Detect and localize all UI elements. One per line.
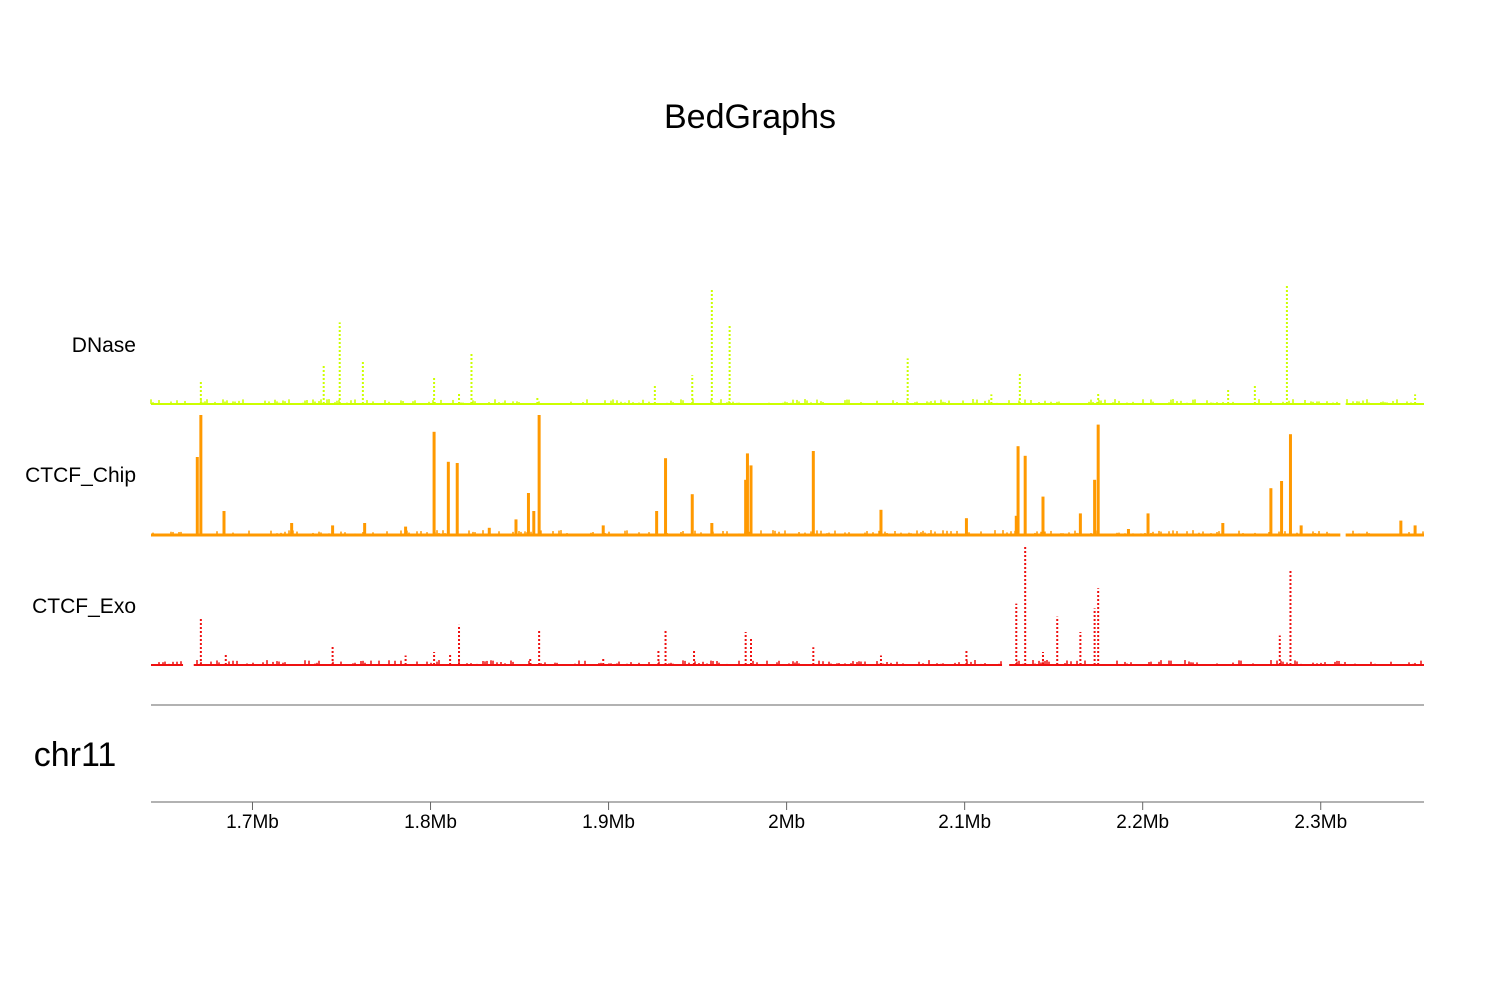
ctcf-chip-peak xyxy=(749,465,753,535)
ctcf-chip-peak xyxy=(222,511,226,535)
ctcf-chip-peak xyxy=(455,463,459,535)
ctcf-chip-peak xyxy=(1280,481,1284,535)
ctcf-chip-peak xyxy=(532,511,536,535)
ctcf-chip-peak xyxy=(811,451,815,535)
x-tick-label: 2.2Mb xyxy=(1116,812,1169,833)
ctcf-chip-peak xyxy=(879,509,883,535)
ctcf-chip-peak xyxy=(1014,515,1018,535)
chart-title: BedGraphs xyxy=(664,98,836,136)
ctcf-chip-peak xyxy=(655,511,659,535)
ctcf-chip-peak xyxy=(1126,529,1130,535)
ctcf-chip-peak xyxy=(690,494,694,535)
ctcf-chip-peak xyxy=(487,527,491,535)
x-tick-label: 1.7Mb xyxy=(226,812,279,833)
x-tick-label: 1.9Mb xyxy=(582,812,635,833)
ctcf-chip-peak xyxy=(1221,523,1225,535)
ctcf-chip-peak xyxy=(404,526,408,535)
ctcf-chip-peak xyxy=(331,525,335,535)
ctcf-chip-peak xyxy=(1016,446,1020,535)
track-ctcf-chip xyxy=(151,415,1424,537)
ctcf-chip-peak xyxy=(1093,479,1097,535)
ctcf-chip-peak xyxy=(964,518,968,535)
ctcf-chip-peak xyxy=(290,523,294,535)
track-label-ctcf-chip: CTCF_Chip xyxy=(25,464,136,487)
ctcf-chip-peak xyxy=(1096,424,1100,535)
ctcf-chip-peak xyxy=(446,461,450,535)
ctcf-chip-peak xyxy=(710,523,714,535)
ctcf-chip-peak xyxy=(514,519,518,535)
ctcf-chip-peak xyxy=(195,457,199,535)
ctcf-chip-peak xyxy=(432,431,436,535)
ctcf-chip-peak xyxy=(1041,496,1045,535)
ctcf-chip-peak xyxy=(363,523,367,535)
ctcf-chip-peak xyxy=(1413,525,1417,535)
ctcf-chip-peak xyxy=(1269,488,1273,535)
ctcf-chip-peak xyxy=(1399,520,1403,535)
ctcf-chip-peak xyxy=(199,415,203,535)
x-tick-label: 2.3Mb xyxy=(1294,812,1347,833)
ctcf-chip-peak xyxy=(744,479,748,535)
ctcf-chip-peak xyxy=(526,493,530,535)
ctcf-chip-peak xyxy=(1023,455,1027,535)
ctcf-chip-peak xyxy=(1078,513,1082,535)
track-ctcf-exo xyxy=(151,547,1424,666)
x-axis-ticks: 1.7Mb 1.8Mb 1.9Mb 2Mb 2.1Mb 2.2Mb 2.3Mb xyxy=(226,802,1347,833)
track-label-ctcf-exo: CTCF_Exo xyxy=(32,595,136,618)
x-tick-label: 1.8Mb xyxy=(404,812,457,833)
x-tick-label: 2.1Mb xyxy=(938,812,991,833)
ctcf-chip-peak xyxy=(1288,434,1292,535)
chromosome-label: chr11 xyxy=(34,736,117,774)
x-tick-label: 2Mb xyxy=(768,812,805,833)
ctcf-chip-peak xyxy=(664,458,668,535)
ctcf-chip-peak xyxy=(537,415,541,535)
ctcf-chip-peak xyxy=(745,453,749,535)
ctcf-chip-peak xyxy=(1299,525,1303,535)
ctcf-chip-peak xyxy=(601,525,605,535)
track-label-dnase: DNase xyxy=(72,334,136,357)
track-dnase xyxy=(150,284,1424,405)
ctcf-chip-peak xyxy=(1146,513,1150,535)
